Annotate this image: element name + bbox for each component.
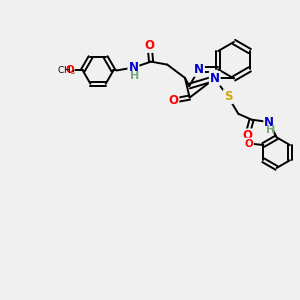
Text: N: N — [194, 63, 204, 76]
Text: H: H — [266, 125, 275, 135]
Text: O: O — [65, 65, 74, 76]
Text: O: O — [169, 94, 178, 107]
Text: H: H — [130, 71, 139, 81]
Text: N: N — [210, 72, 220, 85]
Text: S: S — [224, 90, 232, 103]
Text: O: O — [244, 139, 253, 148]
Text: CH$_3$: CH$_3$ — [57, 64, 76, 77]
Text: N: N — [264, 116, 274, 128]
Text: N: N — [128, 61, 138, 74]
Text: O: O — [145, 39, 154, 52]
Text: O: O — [242, 129, 252, 142]
